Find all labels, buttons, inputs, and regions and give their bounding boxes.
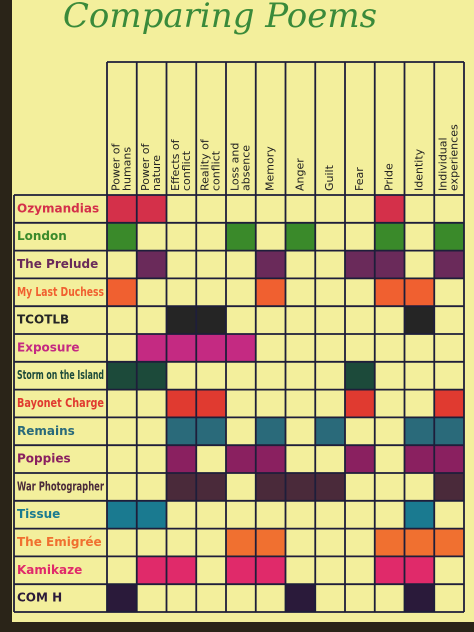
column-header: Memory bbox=[264, 146, 277, 191]
cell bbox=[196, 417, 226, 446]
cell bbox=[404, 417, 435, 446]
column-header: Reality ofconflict bbox=[199, 138, 223, 191]
cell bbox=[345, 361, 375, 390]
cell bbox=[226, 445, 256, 473]
cell bbox=[107, 222, 137, 251]
cell bbox=[255, 445, 286, 473]
cell bbox=[166, 389, 197, 418]
cell bbox=[196, 389, 226, 418]
cell bbox=[255, 278, 286, 307]
column-header: Anger bbox=[293, 158, 306, 191]
cell bbox=[166, 556, 197, 585]
cell bbox=[434, 473, 464, 501]
cell bbox=[226, 222, 256, 251]
cell bbox=[136, 334, 167, 362]
cell bbox=[166, 473, 197, 501]
cell bbox=[404, 500, 435, 529]
cell bbox=[107, 500, 137, 529]
cell bbox=[107, 584, 137, 612]
cell bbox=[255, 250, 286, 279]
cell bbox=[434, 250, 464, 279]
row-label: Tissue bbox=[17, 507, 60, 521]
cell bbox=[136, 500, 167, 529]
column-header: Power ofhumans bbox=[109, 143, 133, 191]
column-header: Effects ofconflict bbox=[169, 138, 193, 191]
column-header: Individualexperiences bbox=[437, 124, 461, 191]
cell bbox=[315, 417, 345, 446]
row-label: The Emigrée bbox=[17, 535, 102, 549]
row-label: Remains bbox=[17, 424, 75, 438]
column-header: Identity bbox=[412, 148, 425, 191]
cell bbox=[255, 556, 286, 585]
cell bbox=[136, 361, 167, 390]
cell bbox=[136, 195, 167, 223]
cell bbox=[226, 556, 256, 585]
column-header: Pride bbox=[383, 163, 396, 191]
row-label: Kamikaze bbox=[17, 563, 82, 577]
cell bbox=[434, 389, 464, 418]
cell bbox=[166, 445, 197, 473]
cell bbox=[345, 389, 375, 418]
row-label: Poppies bbox=[17, 452, 71, 466]
cell bbox=[374, 556, 405, 585]
cell bbox=[196, 473, 226, 501]
cell bbox=[107, 278, 137, 307]
cell bbox=[107, 195, 137, 223]
cell bbox=[107, 361, 137, 390]
cell bbox=[345, 445, 375, 473]
cell bbox=[285, 222, 316, 251]
row-label: Bayonet Charge bbox=[17, 396, 104, 410]
cell bbox=[255, 473, 286, 501]
cell bbox=[404, 445, 435, 473]
cell bbox=[374, 195, 405, 223]
cell bbox=[374, 528, 405, 557]
row-label: My Last Duchess bbox=[17, 285, 104, 299]
cell bbox=[434, 528, 464, 557]
cell bbox=[285, 584, 316, 612]
row-label: COM H bbox=[17, 591, 62, 605]
cell bbox=[285, 473, 316, 501]
cell bbox=[255, 417, 286, 446]
row-label: Storm on the Island bbox=[17, 368, 104, 382]
cell bbox=[136, 250, 167, 279]
cell bbox=[434, 445, 464, 473]
cell bbox=[404, 306, 435, 334]
paper bbox=[12, 0, 474, 622]
title: Comparing Poems bbox=[63, 0, 377, 36]
cell bbox=[166, 417, 197, 446]
row-label: Exposure bbox=[17, 340, 80, 354]
cell bbox=[166, 334, 197, 362]
cell bbox=[374, 222, 405, 251]
cell bbox=[226, 528, 256, 557]
cell bbox=[404, 556, 435, 585]
row-label: TCOTLB bbox=[17, 313, 69, 327]
row-label: Ozymandias bbox=[17, 201, 99, 215]
cell bbox=[404, 584, 435, 612]
cell bbox=[434, 222, 464, 251]
row-label: War Photographer bbox=[17, 479, 104, 493]
cell bbox=[374, 250, 405, 279]
column-header: Power ofnature bbox=[139, 143, 163, 191]
row-label: The Prelude bbox=[17, 257, 98, 271]
cell bbox=[136, 556, 167, 585]
column-header: Loss andabsence bbox=[228, 143, 252, 191]
cell bbox=[404, 528, 435, 557]
cell bbox=[434, 417, 464, 446]
column-header: Guilt bbox=[323, 164, 336, 191]
cell bbox=[196, 306, 226, 334]
column-header: Fear bbox=[353, 167, 366, 191]
cell bbox=[315, 473, 345, 501]
cell bbox=[345, 250, 375, 279]
row-label: London bbox=[17, 229, 67, 243]
cell bbox=[166, 306, 197, 334]
cell bbox=[404, 278, 435, 307]
cell bbox=[196, 334, 226, 362]
cell bbox=[374, 278, 405, 307]
cell bbox=[226, 334, 256, 362]
cell bbox=[255, 528, 286, 557]
